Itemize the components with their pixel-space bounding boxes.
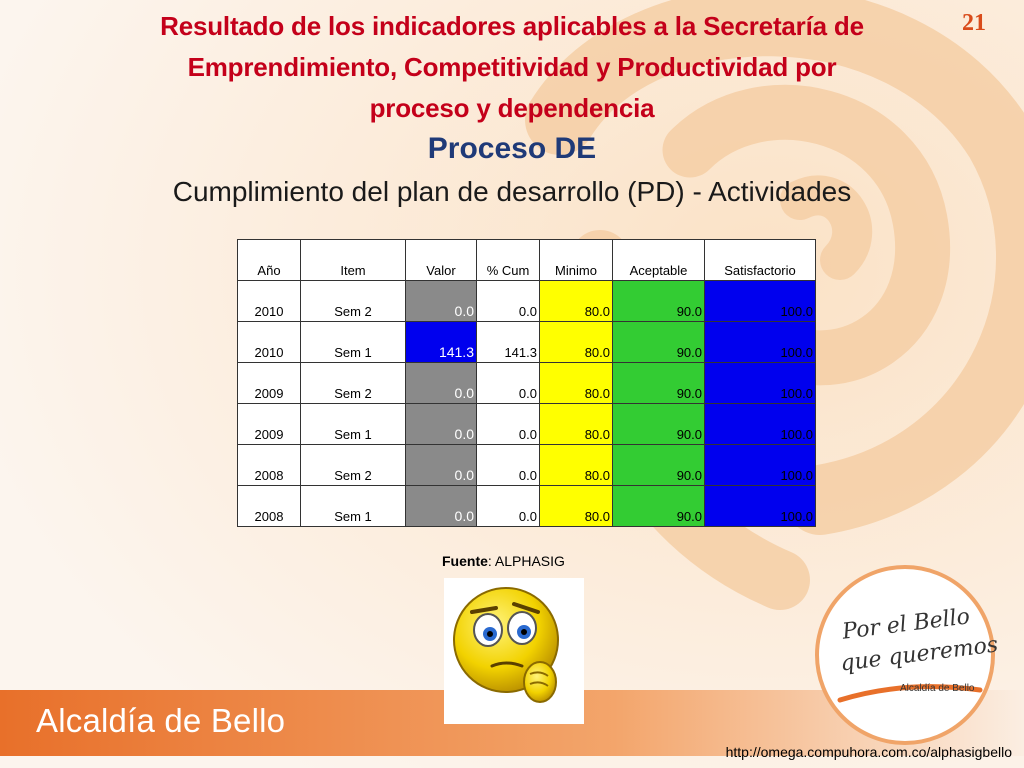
- cell-item: Sem 1: [300, 485, 406, 527]
- cell-valor: 0.0: [405, 280, 477, 322]
- table-row: 2009 Sem 1 0.0 0.0 80.0 90.0 100.0: [237, 403, 816, 445]
- cell-satisfactorio: 100.0: [704, 485, 816, 527]
- cell-valor: 0.0: [405, 403, 477, 445]
- cell-aceptable: 90.0: [612, 280, 705, 322]
- cell-aceptable: 90.0: [612, 362, 705, 404]
- table-row: 2008 Sem 2 0.0 0.0 80.0 90.0 100.0: [237, 444, 816, 486]
- cell-cum: 0.0: [476, 444, 540, 486]
- logo-circle: [815, 565, 995, 745]
- cell-item: Sem 2: [300, 444, 406, 486]
- cell-item: Sem 1: [300, 403, 406, 445]
- table-row: 2009 Sem 2 0.0 0.0 80.0 90.0 100.0: [237, 362, 816, 404]
- cell-valor: 0.0: [405, 485, 477, 527]
- table-row: 2010 Sem 2 0.0 0.0 80.0 90.0 100.0: [237, 280, 816, 322]
- cell-satisfactorio: 100.0: [704, 403, 816, 445]
- cell-anio: 2008: [237, 485, 301, 527]
- cell-minimo: 80.0: [539, 321, 613, 363]
- footer-brand: Alcaldía de Bello: [36, 702, 286, 739]
- header-aceptable: Aceptable: [612, 239, 705, 281]
- page-title: Resultado de los indicadores aplicables …: [92, 6, 932, 129]
- cell-minimo: 80.0: [539, 362, 613, 404]
- cell-minimo: 80.0: [539, 444, 613, 486]
- cell-satisfactorio: 100.0: [704, 362, 816, 404]
- logo-text-line3: Alcaldía de Bello: [900, 683, 975, 694]
- cell-aceptable: 90.0: [612, 444, 705, 486]
- process-heading: Proceso DE: [427, 132, 597, 165]
- source-label: Fuente: [442, 553, 488, 569]
- cell-anio: 2008: [237, 444, 301, 486]
- source-note: Fuente: ALPHASIG: [442, 553, 565, 569]
- cell-anio: 2009: [237, 403, 301, 445]
- cell-minimo: 80.0: [539, 403, 613, 445]
- title-line: Resultado de los indicadores aplicables …: [160, 11, 864, 41]
- cell-cum: 0.0: [476, 403, 540, 445]
- cell-valor: 141.3: [405, 321, 477, 363]
- cell-valor: 0.0: [405, 362, 477, 404]
- cell-minimo: 80.0: [539, 280, 613, 322]
- title-line: Emprendimiento, Competitividad y Product…: [187, 52, 837, 82]
- cell-minimo: 80.0: [539, 485, 613, 527]
- table-row: 2010 Sem 1 141.3 141.3 80.0 90.0 100.0: [237, 321, 816, 363]
- table-row: 2008 Sem 1 0.0 0.0 80.0 90.0 100.0: [237, 485, 816, 527]
- source-url[interactable]: http://omega.compuhora.com.co/alphasigbe…: [725, 744, 1012, 760]
- cell-valor: 0.0: [405, 444, 477, 486]
- cell-cum: 0.0: [476, 485, 540, 527]
- section-subtitle: Cumplimiento del plan de desarrollo (PD)…: [172, 176, 852, 207]
- cell-anio: 2010: [237, 280, 301, 322]
- header-minimo: Minimo: [539, 239, 613, 281]
- cell-cum: 0.0: [476, 280, 540, 322]
- cell-anio: 2009: [237, 362, 301, 404]
- header-anio: Año: [237, 239, 301, 281]
- table-header-row: Año Item Valor % Cum Minimo Aceptable Sa…: [237, 239, 816, 281]
- cell-item: Sem 1: [300, 321, 406, 363]
- cell-satisfactorio: 100.0: [704, 444, 816, 486]
- cell-satisfactorio: 100.0: [704, 280, 816, 322]
- cell-aceptable: 90.0: [612, 403, 705, 445]
- header-item: Item: [300, 239, 406, 281]
- cell-item: Sem 2: [300, 362, 406, 404]
- page-number: 21: [962, 10, 986, 36]
- cell-cum: 0.0: [476, 362, 540, 404]
- title-line: proceso y dependencia: [369, 93, 655, 123]
- header-cum: % Cum: [476, 239, 540, 281]
- cell-item: Sem 2: [300, 280, 406, 322]
- thinking-face-icon: [444, 578, 584, 724]
- indicators-table: Año Item Valor % Cum Minimo Aceptable Sa…: [237, 239, 816, 527]
- header-valor: Valor: [405, 239, 477, 281]
- cell-aceptable: 90.0: [612, 321, 705, 363]
- cell-aceptable: 90.0: [612, 485, 705, 527]
- header-satisfactorio: Satisfactorio: [704, 239, 816, 281]
- source-value: : ALPHASIG: [487, 553, 565, 569]
- cell-anio: 2010: [237, 321, 301, 363]
- cell-satisfactorio: 100.0: [704, 321, 816, 363]
- cell-cum: 141.3: [476, 321, 540, 363]
